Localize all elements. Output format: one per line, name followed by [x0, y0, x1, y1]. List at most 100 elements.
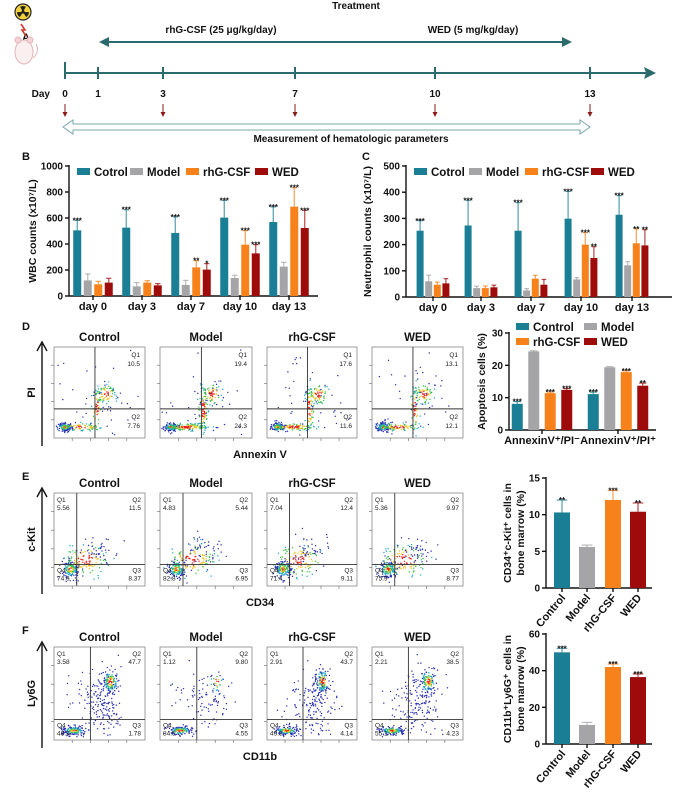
event-dot: [96, 697, 99, 699]
quadrant-label: 1.12: [163, 659, 176, 666]
event-dot: [391, 699, 393, 701]
event-dot: [77, 571, 79, 573]
event-dot: [193, 424, 195, 426]
x-tick-label: day 3: [128, 301, 156, 313]
event-dot: [212, 556, 214, 559]
event-dot: [390, 731, 392, 733]
event-dot: [310, 394, 313, 396]
event-dot: [175, 574, 178, 576]
event-dot: [426, 689, 428, 691]
event-dot: [324, 701, 326, 704]
quadrant-label: Q3: [450, 568, 459, 575]
event-dot: [382, 430, 384, 433]
event-dot: [174, 734, 177, 736]
event-dot: [274, 565, 277, 567]
event-dot: [177, 569, 180, 572]
event-dot: [306, 704, 308, 707]
event-dot: [383, 729, 385, 731]
event-dot: [425, 541, 427, 544]
event-dot: [101, 699, 104, 701]
event-dot: [386, 575, 388, 577]
event-dot: [99, 709, 102, 711]
event-dot: [393, 697, 396, 699]
event-dot: [426, 690, 429, 693]
bar-Cotrol: [171, 232, 180, 296]
event-dot: [95, 392, 98, 395]
event-dot: [208, 722, 211, 725]
event-dot: [317, 694, 319, 697]
event-dot: [399, 565, 401, 567]
event-dot: [62, 733, 64, 736]
event-dot: [202, 688, 204, 690]
event-dot: [71, 565, 74, 567]
event-dot: [299, 728, 302, 731]
event-dot: [112, 688, 114, 690]
event-dot: [325, 692, 327, 694]
event-dot: [428, 700, 431, 703]
bar-Cotrol: [73, 230, 82, 296]
event-dot: [288, 725, 291, 728]
event-dot: [395, 567, 397, 569]
event-dot: [279, 556, 282, 559]
event-dot: [322, 677, 324, 680]
event-dot: [207, 676, 209, 678]
event-dot: [320, 412, 322, 414]
event-dot: [96, 716, 98, 718]
day-number: 1: [95, 89, 101, 100]
event-dot: [59, 383, 61, 385]
event-dot: [309, 379, 311, 382]
event-dot: [279, 730, 281, 733]
event-dot: [422, 385, 424, 387]
event-dot: [321, 689, 323, 691]
event-dot: [174, 430, 176, 432]
quadrant-label: 10.5: [127, 361, 140, 368]
event-dot: [114, 685, 116, 687]
event-dot: [210, 394, 212, 397]
event-dot: [310, 410, 313, 413]
event-dot: [435, 375, 437, 377]
event-dot: [411, 403, 413, 406]
event-dot: [386, 426, 389, 429]
event-dot: [73, 571, 76, 573]
event-dot: [427, 551, 429, 554]
event-dot: [308, 690, 310, 693]
event-dot: [120, 716, 122, 718]
event-dot: [428, 352, 430, 354]
event-dot: [288, 387, 290, 390]
event-dot: [410, 567, 413, 569]
event-dot: [399, 426, 402, 428]
event-dot: [105, 559, 107, 562]
bar-rhG-CSF: [620, 372, 632, 430]
event-dot: [176, 570, 179, 572]
event-dot: [422, 681, 424, 683]
event-dot: [286, 426, 288, 429]
event-dot: [202, 398, 204, 400]
event-dot: [318, 691, 320, 694]
event-dot: [61, 430, 63, 432]
event-dot: [75, 569, 77, 571]
event-dot: [313, 549, 316, 552]
event-dot: [100, 546, 102, 549]
event-dot: [201, 696, 203, 699]
event-dot: [309, 714, 312, 717]
event-dot: [335, 422, 338, 425]
event-dot: [310, 424, 312, 426]
event-dot: [322, 391, 324, 393]
event-dot: [73, 567, 75, 569]
event-dot: [87, 428, 89, 431]
event-dot: [61, 560, 64, 563]
event-dot: [271, 428, 274, 430]
event-dot: [102, 714, 104, 716]
event-dot: [426, 678, 428, 681]
event-dot: [280, 560, 282, 563]
event-dot: [99, 694, 102, 696]
event-dot: [80, 549, 83, 551]
event-dot: [203, 410, 206, 413]
event-dot: [84, 538, 87, 540]
quadrant-label: Q1: [449, 352, 458, 359]
event-dot: [423, 715, 425, 717]
event-dot: [78, 566, 81, 568]
event-dot: [295, 729, 297, 731]
event-dot: [286, 698, 289, 700]
bar-Control: [587, 394, 599, 430]
